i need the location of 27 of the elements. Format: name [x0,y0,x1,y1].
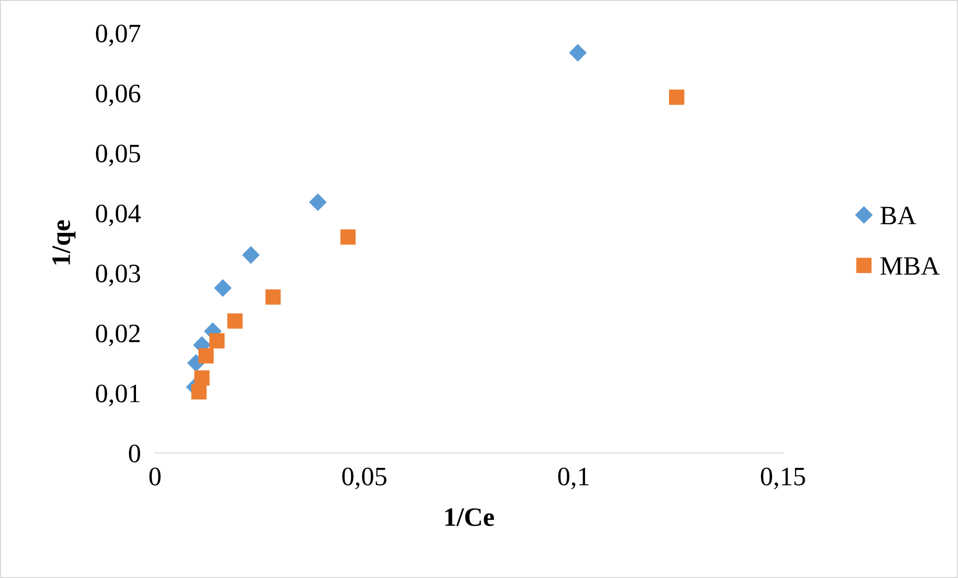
y-tick-label: 0 [128,444,140,462]
y-tick-label: 0,07 [96,24,140,46]
point [214,279,232,297]
point [340,229,356,245]
legend-label: BA [880,206,916,224]
y-tick-label: 0,02 [96,324,140,346]
y-tick-label: 0,06 [96,84,140,106]
point [209,333,225,348]
point [669,90,684,105]
point [569,44,587,62]
y-tick-label: 0,03 [96,264,140,286]
point [309,193,327,212]
y-tick-label: 0,05 [96,144,140,166]
x-axis-title: 1/Ce [445,508,494,526]
y-axis-title: 1/qe [52,220,76,264]
legend-label: MBA [880,257,940,275]
x-tick-label: 0,05 [342,468,386,490]
point [198,348,214,364]
point [265,289,281,305]
x-tick-label: 0,1 [558,468,589,490]
x-tick-label: 0 [149,468,161,486]
y-tick-label: 0,01 [96,384,140,406]
point [242,246,260,264]
point [227,313,243,329]
y-tick-label: 0,04 [96,204,141,226]
x-tick-label: 0,15 [760,468,806,490]
point [191,384,207,400]
